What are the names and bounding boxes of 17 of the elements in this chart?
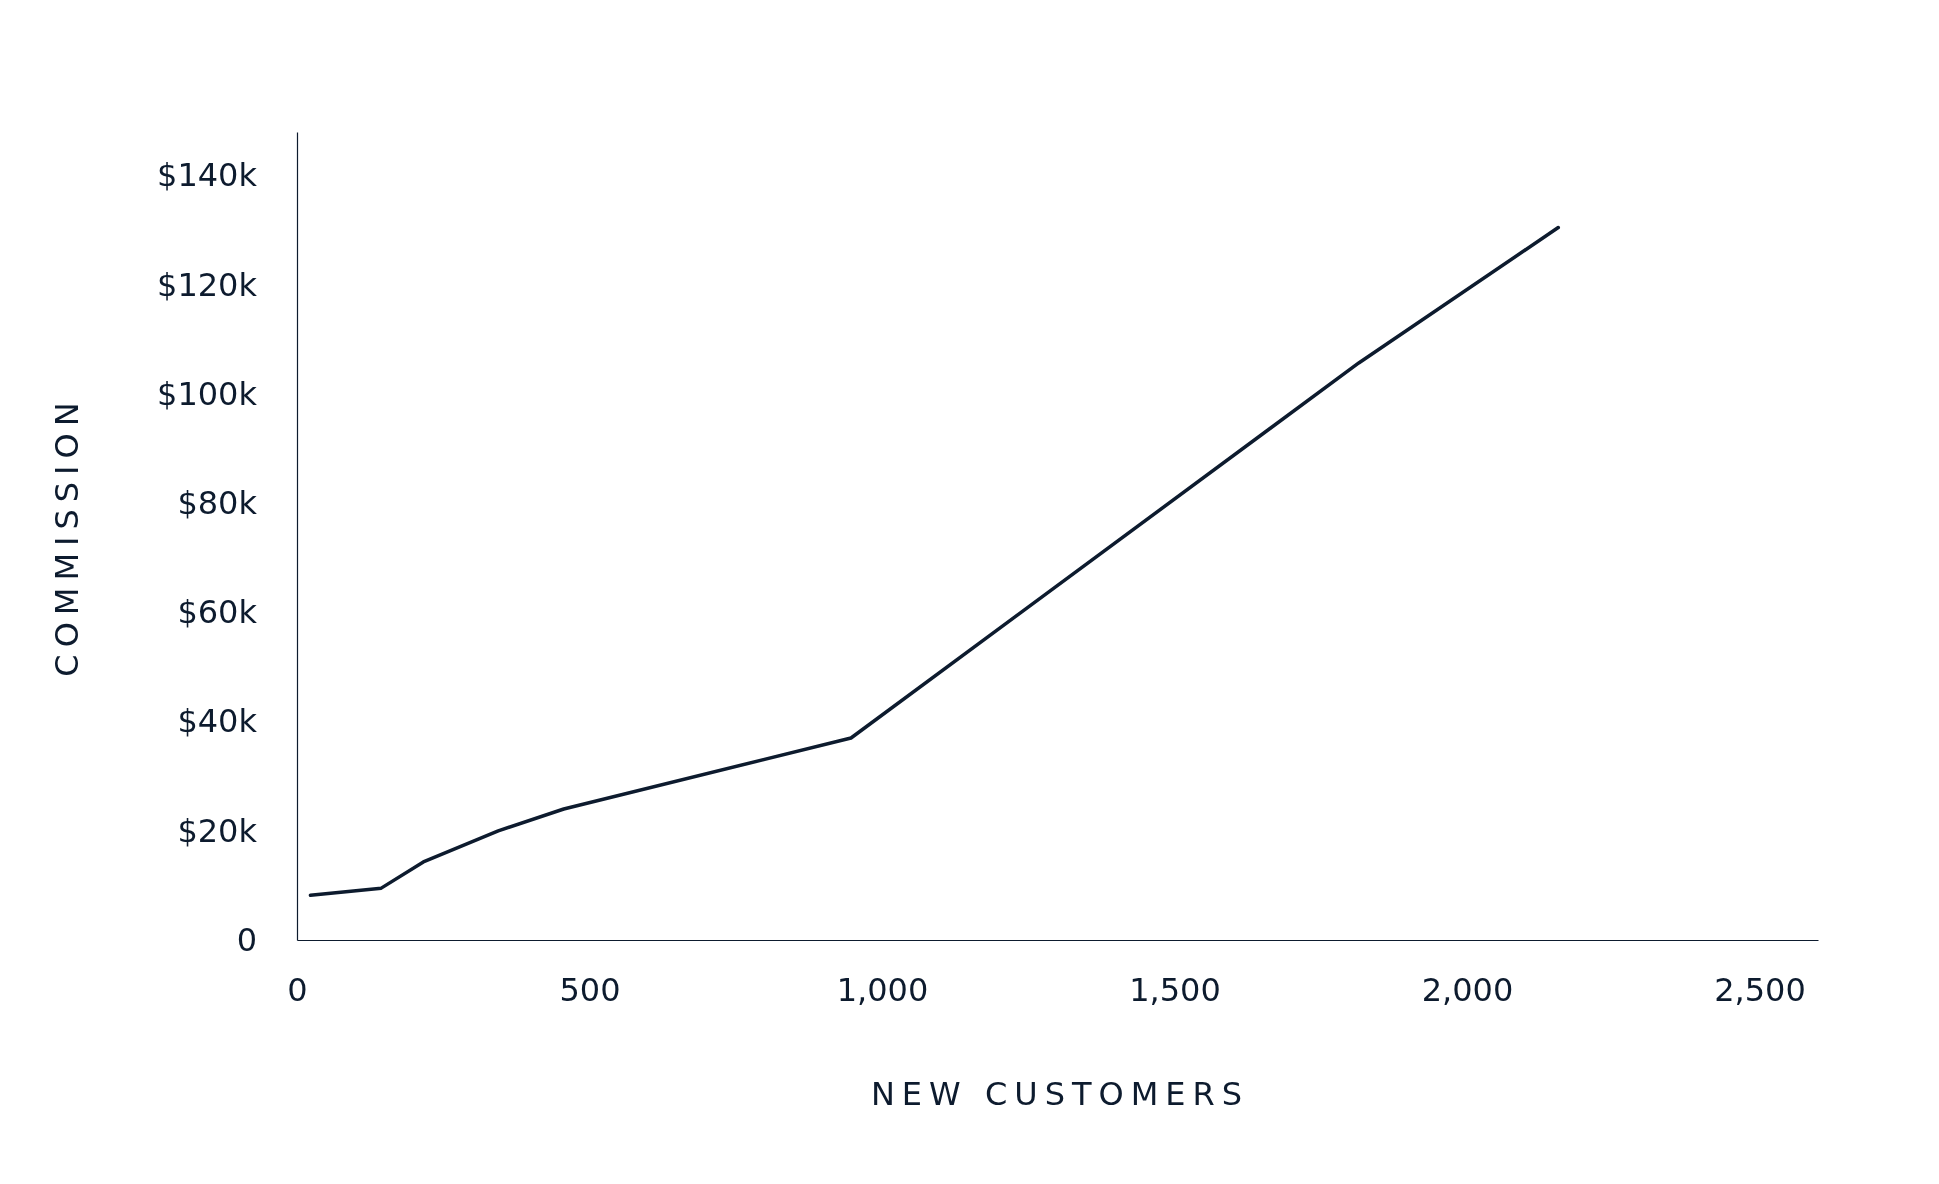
y-tick-label: $140k <box>157 156 258 195</box>
y-tick-label: $40k <box>177 702 258 741</box>
x-axis-title: NEW CUSTOMERS <box>870 1075 1250 1113</box>
x-tick-label: 500 <box>559 970 621 1009</box>
y-tick-label: $120k <box>157 265 258 304</box>
x-tick-label: 1,000 <box>836 970 929 1009</box>
line-series <box>308 225 1561 897</box>
y-tick-label: $20k <box>177 811 258 850</box>
x-tick-label: 0 <box>287 970 308 1009</box>
y-tick-label: $100k <box>157 374 258 413</box>
y-tick-label: 0 <box>236 920 257 959</box>
x-tick-label: 2,000 <box>1421 970 1514 1009</box>
x-tick-label: 2,500 <box>1714 970 1806 1009</box>
y-axis-title: COMMISSION <box>48 395 86 677</box>
y-tick-label: $60k <box>177 593 258 632</box>
x-tick-label: 1,500 <box>1129 970 1221 1009</box>
y-tick-label: $80k <box>177 483 258 522</box>
